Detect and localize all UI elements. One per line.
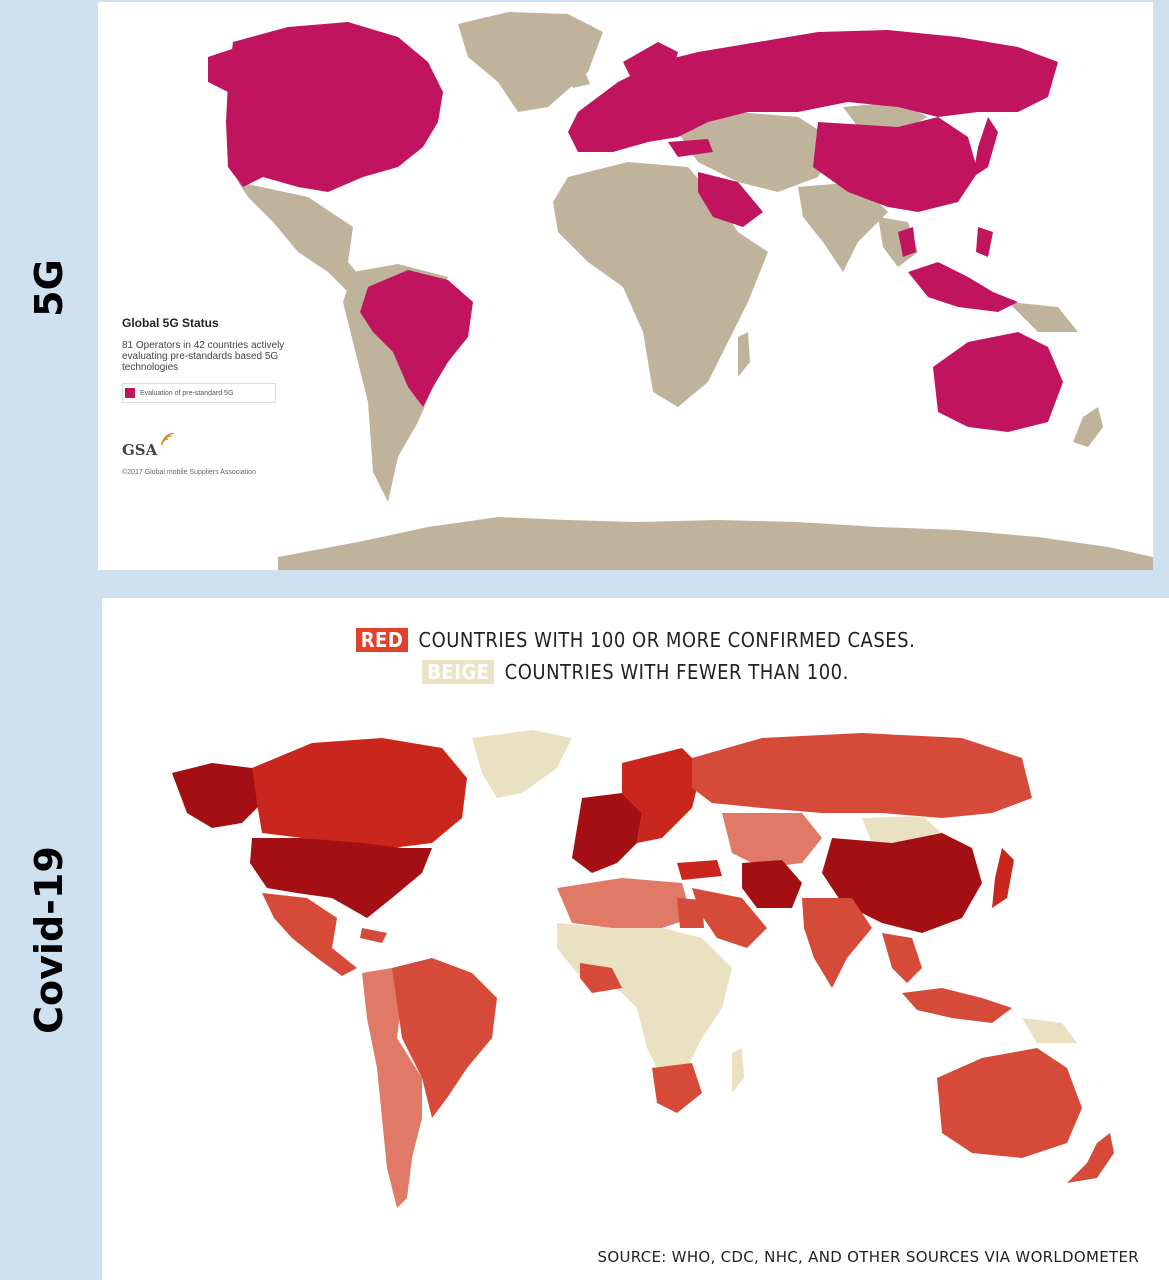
land-north-america bbox=[226, 22, 443, 192]
land-mongolia bbox=[843, 102, 928, 132]
land-greenland bbox=[458, 12, 603, 112]
land-brazil bbox=[360, 270, 473, 407]
covid-legend-beige: BEIGE COUNTRIES WITH FEWER THAN 100. bbox=[102, 656, 1169, 688]
covid-africa-north bbox=[557, 878, 692, 928]
label-covid-text: Covid-19 bbox=[27, 846, 71, 1034]
covid-japan bbox=[992, 848, 1014, 908]
covid-legend-red: RED COUNTRIES WITH 100 OR MORE CONFIRMED… bbox=[102, 624, 1169, 656]
covid-egypt bbox=[677, 898, 704, 928]
covid-china bbox=[822, 833, 982, 933]
covid-madagascar bbox=[732, 1048, 744, 1093]
covid-legend: RED COUNTRIES WITH 100 OR MORE CONFIRMED… bbox=[102, 624, 1169, 688]
covid-africa-central bbox=[557, 923, 732, 1078]
land-africa bbox=[553, 162, 768, 407]
covid-indonesia bbox=[902, 988, 1012, 1023]
red-tag: RED bbox=[355, 628, 409, 652]
map-covid-svg bbox=[172, 730, 1114, 1208]
land-alaska bbox=[208, 47, 248, 92]
land-central-asia bbox=[678, 112, 838, 192]
label-5g-text: 5G bbox=[26, 258, 71, 317]
covid-usa bbox=[250, 838, 432, 918]
legend-swatch bbox=[125, 388, 135, 398]
signal-waves-icon bbox=[161, 433, 175, 446]
land-china bbox=[813, 117, 978, 212]
covid-south-america-west bbox=[362, 968, 422, 1208]
covid-alaska bbox=[172, 763, 262, 828]
land-eurasia-north bbox=[568, 30, 1058, 152]
covid-central-asia bbox=[722, 813, 822, 868]
legend-description: 81 Operators in 42 countries actively ev… bbox=[122, 340, 285, 373]
covid-mexico bbox=[262, 893, 357, 976]
gsa-logo-text: GSA bbox=[122, 441, 158, 459]
land-new-guinea bbox=[1008, 302, 1078, 332]
land-turkey bbox=[668, 139, 713, 157]
covid-brazil bbox=[392, 958, 497, 1118]
covid-arabia bbox=[692, 888, 767, 948]
map-5g-evaluating-land bbox=[208, 22, 1063, 432]
land-korea bbox=[952, 142, 964, 162]
covid-west-africa bbox=[580, 963, 622, 993]
covid-png bbox=[1022, 1018, 1077, 1043]
covid-turkey bbox=[677, 860, 722, 880]
legend-key: Evaluation of pre-standard 5G bbox=[122, 383, 276, 403]
label-covid: Covid-19 bbox=[0, 600, 98, 1280]
label-5g: 5G bbox=[0, 0, 98, 575]
covid-iran bbox=[742, 860, 802, 908]
land-thailand bbox=[898, 227, 916, 257]
covid-new-zealand bbox=[1067, 1133, 1114, 1183]
land-scandinavia bbox=[623, 42, 678, 92]
legend-key-label: Evaluation of pre-standard 5G bbox=[140, 389, 234, 397]
map-5g-panel: Global 5G Status 81 Operators in 42 coun… bbox=[98, 2, 1153, 570]
land-philippines bbox=[976, 227, 993, 257]
land-saudi-arabia bbox=[698, 172, 763, 227]
gsa-logo: GSA bbox=[122, 433, 182, 459]
covid-europe-east bbox=[622, 748, 702, 843]
copyright: ©2017 Global mobile Suppliers Associatio… bbox=[122, 469, 256, 476]
land-indonesia bbox=[908, 262, 1018, 312]
map-covid-panel: RED COUNTRIES WITH 100 OR MORE CONFIRMED… bbox=[102, 598, 1169, 1280]
land-madagascar bbox=[738, 332, 750, 377]
covid-sea bbox=[882, 933, 922, 983]
legend-title: Global 5G Status bbox=[122, 316, 219, 330]
land-japan bbox=[973, 117, 998, 177]
land-australia bbox=[933, 332, 1063, 432]
land-india bbox=[798, 182, 888, 272]
map-5g-svg bbox=[208, 12, 1153, 570]
covid-europe-west bbox=[572, 793, 642, 873]
land-mexico bbox=[238, 182, 373, 300]
covid-canada bbox=[252, 738, 467, 848]
red-text: COUNTRIES WITH 100 OR MORE CONFIRMED CAS… bbox=[418, 628, 916, 652]
covid-russia bbox=[692, 733, 1032, 818]
covid-india bbox=[802, 898, 872, 988]
covid-greenland bbox=[472, 730, 572, 798]
map-5g-legend: Global 5G Status 81 Operators in 42 coun… bbox=[122, 316, 322, 476]
land-antarctica bbox=[278, 517, 1153, 570]
covid-caribbean bbox=[360, 928, 387, 943]
beige-text: COUNTRIES WITH FEWER THAN 100. bbox=[504, 660, 849, 684]
covid-source: SOURCE: WHO, CDC, NHC, AND OTHER SOURCES… bbox=[597, 1248, 1139, 1266]
land-iceland bbox=[568, 74, 590, 88]
covid-australia bbox=[937, 1048, 1082, 1158]
land-new-zealand bbox=[1073, 407, 1103, 447]
beige-tag: BEIGE bbox=[422, 660, 495, 684]
covid-south-africa bbox=[652, 1063, 702, 1113]
